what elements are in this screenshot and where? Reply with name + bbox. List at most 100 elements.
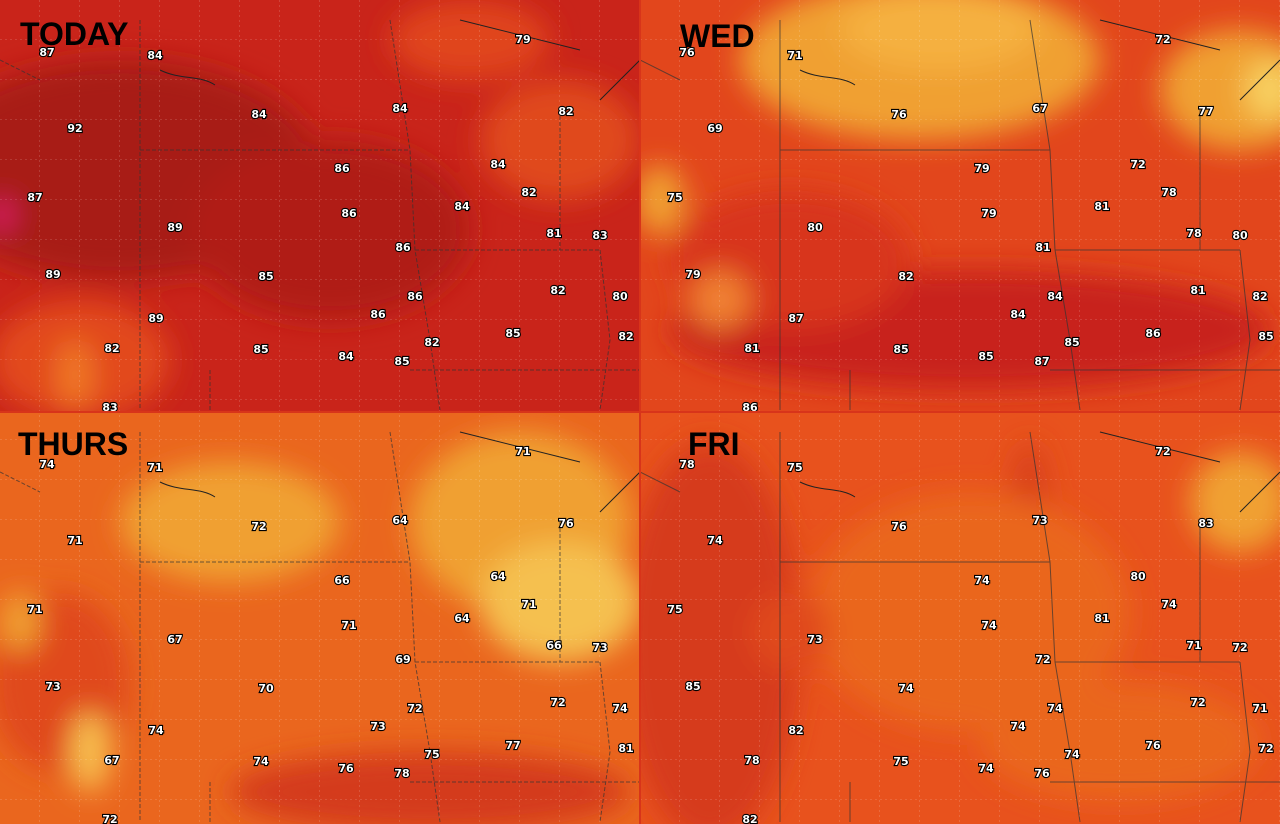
temperature-label: 77: [505, 739, 520, 752]
temperature-label: 74: [39, 458, 55, 471]
temperature-label: 69: [707, 122, 722, 135]
temperature-label: 72: [251, 520, 266, 533]
temperature-label: 69: [395, 653, 410, 666]
temperature-label: 76: [1145, 739, 1161, 752]
temperature-label: 82: [424, 336, 439, 349]
temperature-label: 75: [667, 603, 682, 616]
temperature-label: 70: [258, 682, 274, 695]
temperature-label: 82: [1252, 290, 1267, 303]
temperature-label: 89: [45, 268, 60, 281]
temperature-label: 83: [592, 229, 607, 242]
temperature-label: 80: [612, 290, 628, 303]
temperature-label: 71: [147, 461, 162, 474]
shoreline: [799, 19, 1280, 101]
temperature-label: 82: [788, 724, 803, 737]
temperature-label: 85: [505, 327, 520, 340]
temperature-label: 67: [104, 754, 119, 767]
temperature-label: 87: [1034, 355, 1049, 368]
temperature-label: 76: [891, 520, 907, 533]
temperature-label: 84: [1010, 308, 1026, 321]
temperature-label: 66: [334, 574, 350, 587]
temperature-label: 85: [1258, 330, 1273, 343]
temperature-label: 79: [974, 162, 989, 175]
temperature-label: 72: [1232, 641, 1247, 654]
temperature-label: 84: [392, 102, 408, 115]
temperature-label: 86: [1145, 327, 1161, 340]
temperature-label: 78: [1161, 186, 1176, 199]
temperature-label: 64: [454, 612, 470, 625]
temperature-label: 73: [592, 641, 607, 654]
temperature-label: 74: [707, 534, 723, 547]
temperature-label: 71: [27, 603, 42, 616]
panel-title: FRI: [688, 426, 740, 462]
temperature-label: 87: [39, 46, 54, 59]
shoreline: [159, 431, 640, 513]
temperature-label: 84: [490, 158, 506, 171]
temperature-label: 89: [167, 221, 182, 234]
temperature-label: 85: [394, 355, 409, 368]
temperature-label: 73: [807, 633, 822, 646]
temperature-label: 76: [679, 46, 695, 59]
temperature-label: 85: [685, 680, 700, 693]
temperature-label: 74: [1010, 720, 1026, 733]
temperature-label: 72: [1258, 742, 1273, 755]
temperature-label: 72: [1155, 33, 1170, 46]
temperature-label: 84: [454, 200, 470, 213]
temperature-label: 81: [618, 742, 633, 755]
temperature-label: 85: [253, 343, 268, 356]
temperature-label: 72: [102, 813, 117, 824]
temperature-label: 79: [685, 268, 700, 281]
temperature-label: 78: [394, 767, 409, 780]
temperature-label: 75: [424, 748, 439, 761]
temperature-label: 76: [338, 762, 354, 775]
temperature-label: 92: [67, 122, 82, 135]
temperature-label: 71: [1186, 639, 1201, 652]
temperature-label: 72: [550, 696, 565, 709]
temperature-label: 74: [1047, 702, 1063, 715]
state-borders: [640, 431, 1280, 823]
temperature-label: 72: [1035, 653, 1050, 666]
temperature-label: 85: [1064, 336, 1079, 349]
temperature-label: 86: [370, 308, 386, 321]
temperature-label: 71: [341, 619, 356, 632]
temperature-label: 86: [407, 290, 423, 303]
temperature-label: 64: [490, 570, 506, 583]
temperature-label: 77: [1198, 105, 1213, 118]
temperature-label: 76: [558, 517, 574, 530]
temperature-label: 74: [981, 619, 997, 632]
temperature-label: 89: [148, 312, 163, 325]
temperature-label: 72: [1155, 445, 1170, 458]
temperature-label: 74: [253, 755, 269, 768]
temperature-label: 73: [45, 680, 60, 693]
temperature-label: 74: [612, 702, 628, 715]
temperature-label: 75: [667, 191, 682, 204]
temperature-label: 72: [1190, 696, 1205, 709]
temperature-label: 78: [744, 754, 759, 767]
state-borders: [0, 19, 640, 411]
temperature-label: 71: [1252, 702, 1267, 715]
temperature-label: 75: [787, 461, 802, 474]
temperature-label: 74: [1161, 598, 1177, 611]
temperature-label: 80: [1232, 229, 1248, 242]
temperature-label: 71: [67, 534, 82, 547]
temperature-label: 74: [978, 762, 994, 775]
temperature-label: 74: [1064, 748, 1080, 761]
temperature-label: 71: [787, 49, 802, 62]
temperature-label: 81: [744, 342, 759, 355]
temperature-label: 81: [546, 227, 561, 240]
temperature-label: 71: [521, 598, 536, 611]
temperature-label: 82: [742, 813, 757, 824]
panel-title: WED: [680, 18, 755, 54]
temperature-label: 82: [521, 186, 536, 199]
temperature-label: 82: [104, 342, 119, 355]
temperature-label: 76: [1034, 767, 1050, 780]
temperature-label: 75: [893, 755, 908, 768]
temperature-label: 74: [148, 724, 164, 737]
temperature-label: 82: [550, 284, 565, 297]
temperature-label: 86: [334, 162, 350, 175]
temperature-label: 84: [251, 108, 267, 121]
temperature-label: 73: [370, 720, 385, 733]
